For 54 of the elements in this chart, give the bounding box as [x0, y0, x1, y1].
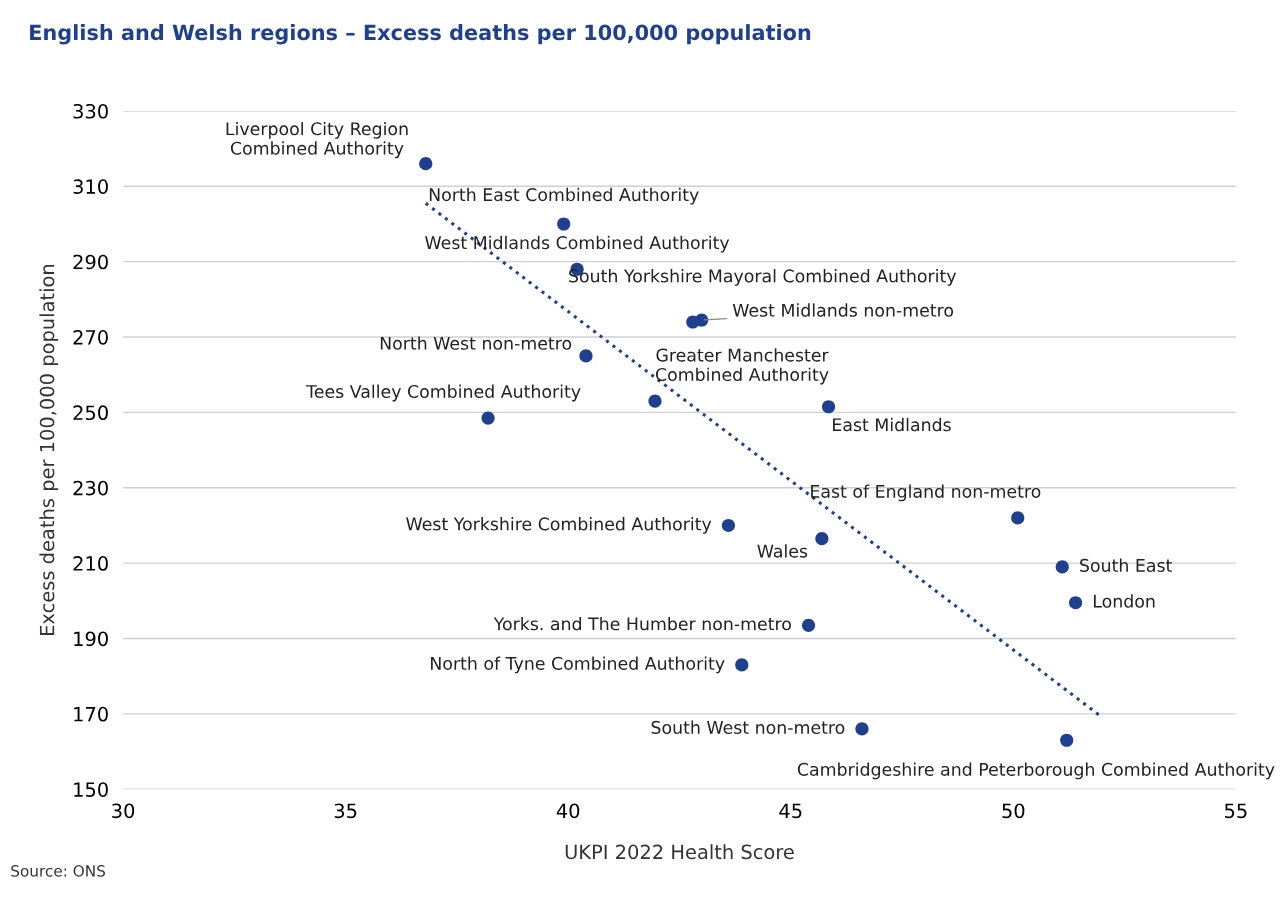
point [1069, 596, 1083, 610]
x-tick-label: 55 [1224, 803, 1247, 819]
annotation: North West non-metro [380, 336, 572, 350]
annotation: West Midlands Combined Authority [425, 235, 730, 253]
y-tick-label: 290 [73, 254, 108, 270]
point [695, 313, 709, 327]
annotation: Greater Manchester Combined Authority [655, 348, 829, 385]
y-tick-label: 250 [73, 405, 108, 421]
point [1060, 733, 1074, 747]
point [801, 618, 816, 632]
point [721, 518, 736, 533]
point [557, 217, 571, 231]
annotation: London [1093, 594, 1155, 608]
x-tick-label: 45 [779, 803, 802, 819]
annotation: West Yorkshire Combined Authority [406, 517, 712, 534]
x-axis-title: UKPI 2022 Health Score [565, 844, 794, 860]
annotation: North East Combined Authority [429, 187, 699, 205]
y-tick-label: 170 [74, 706, 108, 722]
y-tick-label: 150 [74, 782, 108, 797]
x-tick-label: 30 [112, 803, 135, 819]
source-note: Source: ONS [11, 865, 106, 877]
annotation: Yorks. and The Humber non-metro [493, 616, 791, 631]
y-tick-label: 230 [73, 480, 108, 496]
chart-title: English and Welsh regions – Excess deaths per 100,000 population [30, 24, 811, 45]
annotation: North of Tyne Combined Authority [431, 656, 725, 674]
y-tick-label: 210 [73, 556, 108, 571]
y-tick-label: 270 [73, 330, 108, 345]
annotation: East of England non-metro [811, 484, 1041, 502]
y-tick-label: 330 [73, 103, 108, 119]
y-tick-label: 310 [73, 179, 108, 194]
annotation: South East [1080, 558, 1172, 572]
annotation: West Midlands non-metro [732, 303, 954, 317]
y-axis-title: Excess deaths per 100,000 population [39, 264, 59, 635]
point [1055, 560, 1069, 574]
x-tick-label: 50 [1002, 803, 1025, 819]
annotation: East Midlands [833, 417, 951, 432]
annotation: Cambridgeshire and Peterborough Combined Authority [797, 762, 1275, 780]
point [735, 658, 749, 672]
annotation: Tees Valley Combined Authority [306, 384, 581, 402]
point [648, 394, 662, 408]
annotation: Wales [757, 544, 808, 558]
point [481, 411, 495, 425]
y-tick-label: 190 [74, 631, 108, 647]
point [579, 349, 593, 363]
point [815, 532, 829, 546]
point [821, 400, 836, 414]
point [419, 157, 433, 171]
annotation: South Yorkshire Mayoral Combined Authority [569, 269, 957, 286]
x-tick-label: 35 [334, 803, 357, 819]
point [855, 722, 869, 736]
annotation: Liverpool City Region Combined Authority [226, 121, 408, 159]
annotation: South West non-metro [651, 720, 845, 734]
point [1011, 511, 1025, 525]
x-tick-label: 40 [556, 803, 580, 819]
